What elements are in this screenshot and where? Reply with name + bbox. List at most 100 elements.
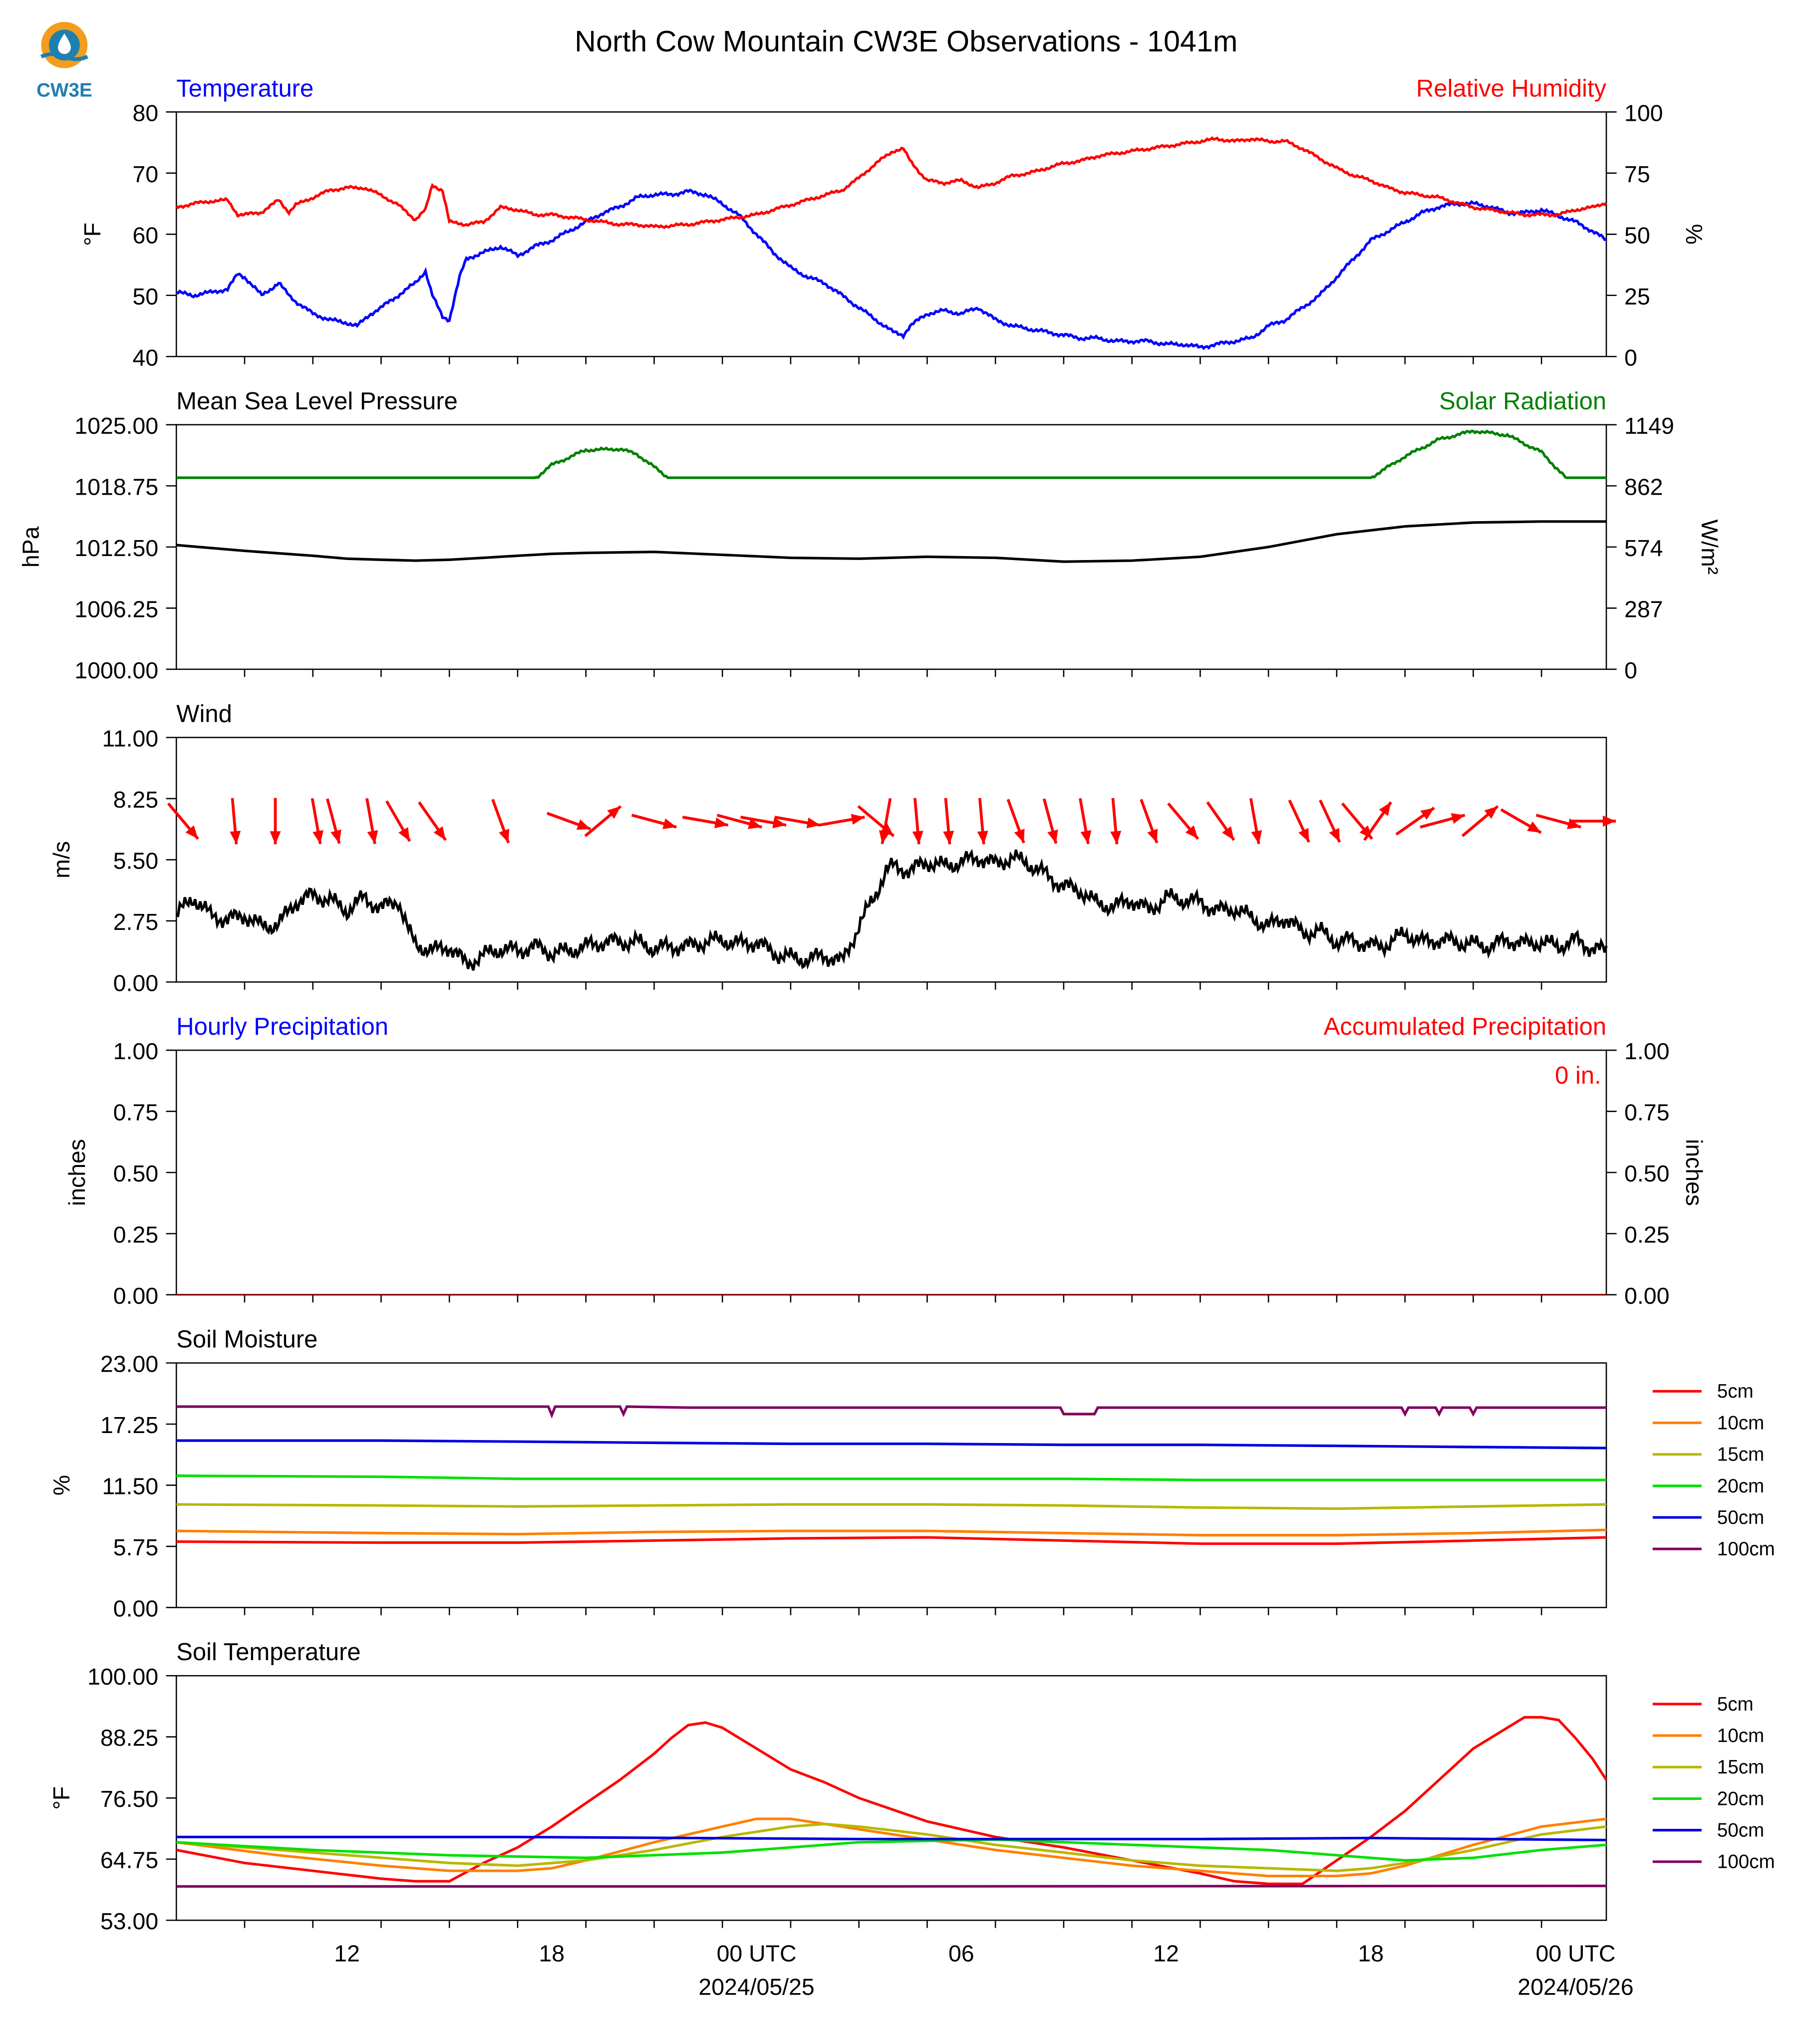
series-line-wind-speed <box>176 849 1608 971</box>
y2-axis-label: W/m² <box>1697 519 1723 575</box>
plot-frame <box>175 1362 1607 1608</box>
series-line-100cm <box>176 1405 1606 1419</box>
y-tick-label: 0.25 <box>113 1222 158 1248</box>
wind-arrow <box>418 801 447 841</box>
y-tick-label: 0.00 <box>113 1596 158 1622</box>
y-tick-label: 2.75 <box>113 909 158 935</box>
series-line-15cm <box>176 1822 1607 1872</box>
y2-tick-label: 574 <box>1624 535 1663 561</box>
y-tick-label: 80 <box>133 100 159 126</box>
panel-title-left: Soil Moisture <box>176 1326 317 1353</box>
y-tick-label: 11.00 <box>102 726 158 752</box>
x-tick-label: 18 <box>1358 1941 1384 1967</box>
legend-label: 15cm <box>1717 1444 1765 1465</box>
wind-arrow <box>491 799 510 844</box>
y-tick-label: 0.00 <box>113 1283 158 1309</box>
legend-label: 10cm <box>1717 1412 1765 1434</box>
y-tick-label: 0.50 <box>113 1161 158 1186</box>
series-line-mean-sea-level-pressure <box>176 520 1606 563</box>
y2-tick-label: 862 <box>1624 474 1663 500</box>
wind-arrow-head <box>1251 830 1262 844</box>
wind-arrow <box>977 798 988 845</box>
plot-frame <box>175 1049 1607 1296</box>
y-tick-label: 50 <box>133 284 159 309</box>
wind-arrow-head <box>1221 826 1234 841</box>
wind-arrow <box>819 814 865 827</box>
y-tick-label: 5.75 <box>113 1534 158 1560</box>
series-line-20cm <box>176 1474 1606 1481</box>
wind-arrow <box>546 812 592 831</box>
series-line-20cm <box>176 1838 1607 1862</box>
wind-arrow-head <box>330 829 341 844</box>
y2-tick-label: 0 <box>1624 344 1637 370</box>
legend-label: 20cm <box>1717 1475 1765 1497</box>
wind-arrow-head <box>772 817 786 829</box>
wind-arrow-head <box>270 831 281 845</box>
x-tick-label: 12 <box>334 1941 360 1967</box>
y-tick-label: 64.75 <box>100 1847 158 1873</box>
wind-arrow-head <box>1147 829 1158 843</box>
logo-wave <box>40 52 88 61</box>
wind-arrow-head <box>1527 821 1541 833</box>
plot-frame <box>175 424 1607 670</box>
wind-arrow-head <box>1329 828 1340 843</box>
wind-arrow-head <box>230 831 241 845</box>
y-tick-label: 60 <box>133 222 159 248</box>
panel-title-left: Wind <box>176 701 232 728</box>
wind-arrow <box>385 800 411 842</box>
cw3e-logo: CW3E <box>36 21 92 101</box>
panel-title-right: Relative Humidity <box>1416 75 1607 102</box>
wind-arrow-head <box>1420 808 1435 820</box>
x-tick-label: 12 <box>1153 1941 1179 1967</box>
y2-tick-label: 0.00 <box>1624 1283 1669 1309</box>
y2-tick-label: 75 <box>1624 161 1650 187</box>
y2-tick-label: 287 <box>1624 596 1663 622</box>
wind-arrow <box>167 802 199 840</box>
wind-arrow-head <box>1047 829 1058 844</box>
wind-arrow <box>310 798 323 845</box>
series-line-5cm <box>176 1536 1607 1545</box>
series-line-10cm <box>176 1817 1607 1878</box>
y-tick-label: 8.25 <box>113 787 158 813</box>
wind-arrow-head <box>312 830 323 844</box>
wind-arrow <box>1110 798 1122 845</box>
y-tick-label: 17.25 <box>100 1412 158 1438</box>
plot-frame <box>175 111 1607 357</box>
panel-title-right: Solar Radiation <box>1439 388 1606 415</box>
wind-arrow-head <box>1451 813 1465 824</box>
wind-arrow-head <box>943 831 954 845</box>
wind-arrow <box>584 805 622 838</box>
y-axis-label: m/s <box>48 841 74 878</box>
wind-arrow-head <box>185 825 198 839</box>
wind-arrow <box>943 798 954 845</box>
panel-5: Soil Moisture 0.00 5.75 11.50 17.25 23.00% 5cm… <box>48 1326 1775 1622</box>
y-tick-label: 1025.00 <box>74 413 158 439</box>
wind-arrow-head <box>662 818 677 830</box>
series-line-relative-humidity <box>175 136 1607 229</box>
logo-drop-icon <box>58 33 71 54</box>
y-axis-label: inches <box>64 1139 90 1206</box>
wind-arrow <box>326 798 341 844</box>
y2-axis-label: inches <box>1681 1139 1707 1206</box>
wind-arrow <box>631 814 677 830</box>
wind-arrow-head <box>851 814 865 825</box>
wind-arrow <box>1006 799 1025 844</box>
x-date-label: 2024/05/26 <box>1517 1974 1633 2000</box>
wind-arrow <box>1206 801 1235 841</box>
y-tick-label: 100.00 <box>87 1664 158 1690</box>
y2-tick-label: 0.25 <box>1624 1222 1669 1248</box>
legend-label: 50cm <box>1717 1507 1765 1528</box>
series-line-solar-radiation <box>176 429 1606 479</box>
wind-arrow <box>740 816 787 829</box>
x-date-label: 2024/05/25 <box>698 1974 814 2000</box>
y2-axis-label: % <box>1681 224 1707 245</box>
wind-arrow <box>1569 816 1616 827</box>
wind-arrow-head <box>977 831 988 845</box>
wind-arrow <box>365 798 378 845</box>
wind-arrow <box>1461 805 1499 838</box>
y2-tick-label: 0.75 <box>1624 1100 1669 1126</box>
legend: 5cm 10cm 15cm 20cm 50cm 100cm <box>1652 1381 1775 1560</box>
y-tick-label: 1006.25 <box>74 596 158 622</box>
panel-2: Mean Sea Level Pressure Solar Radiation 10… <box>17 388 1722 683</box>
